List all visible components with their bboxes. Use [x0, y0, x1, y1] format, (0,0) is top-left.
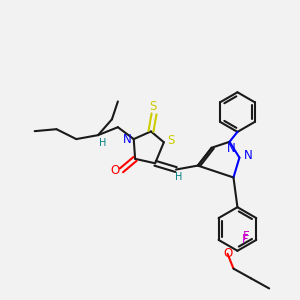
- Text: H: H: [175, 172, 183, 182]
- Text: O: O: [223, 247, 232, 260]
- Text: S: S: [149, 100, 157, 113]
- Text: F: F: [243, 230, 250, 243]
- Text: H: H: [99, 138, 107, 148]
- Text: O: O: [110, 164, 119, 177]
- Text: N: N: [244, 149, 253, 162]
- Text: N: N: [227, 142, 236, 155]
- Text: N: N: [122, 133, 131, 146]
- Text: S: S: [167, 134, 175, 147]
- Text: F: F: [242, 233, 249, 246]
